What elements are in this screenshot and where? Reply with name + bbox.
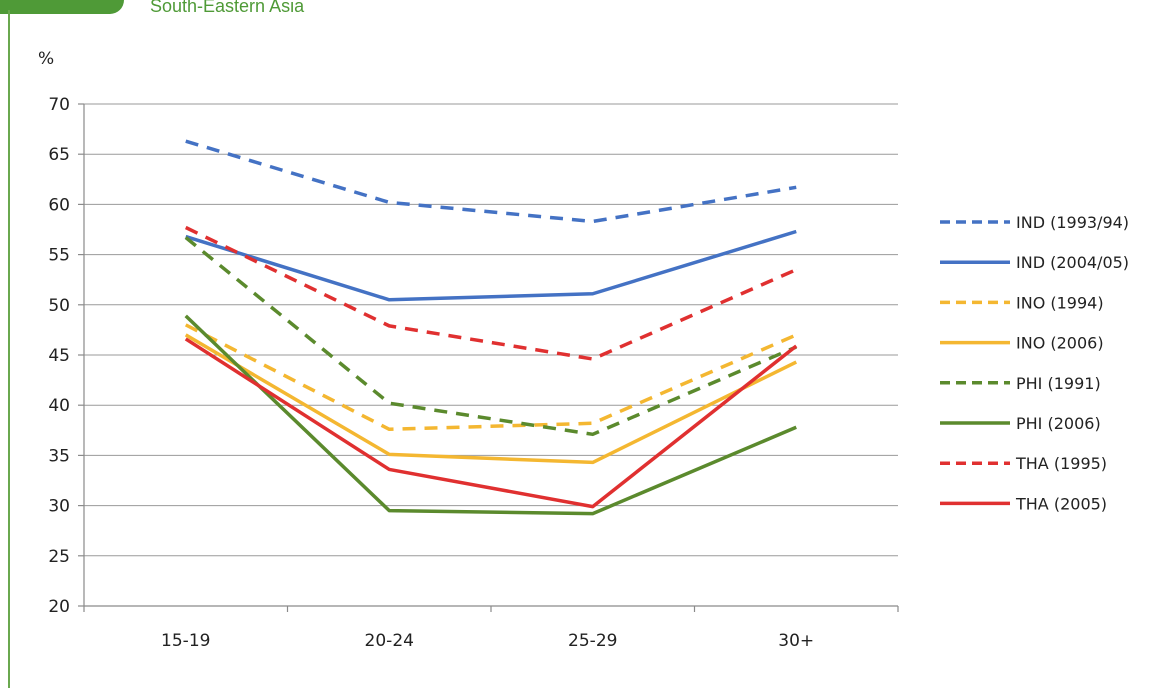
series-lines <box>184 139 798 516</box>
gridlines <box>84 103 898 557</box>
legend-label: THA (2005) <box>1015 494 1107 513</box>
y-tick-label: 40 <box>48 396 70 416</box>
series-line-4 <box>184 236 797 437</box>
series-line-7 <box>184 337 798 509</box>
legend: IND (1993/94) IND (2004/05) INO (1994) INO … <box>940 213 1129 513</box>
region-title: South-Eastern Asia <box>150 0 305 16</box>
y-tick-label: 45 <box>48 346 70 366</box>
y-tick-labels: 20 25 30 35 40 45 50 55 60 65 70 <box>48 95 70 617</box>
legend-label: IND (2004/05) <box>1016 253 1129 272</box>
y-tick-label: 50 <box>48 296 70 316</box>
x-tick-label: 25-29 <box>568 631 617 651</box>
series-line-2 <box>184 323 797 432</box>
frame-border <box>8 10 10 688</box>
y-tick-label: 65 <box>48 145 70 165</box>
y-tick-label: 55 <box>48 246 70 266</box>
series-line-5 <box>184 314 797 516</box>
frame-tab <box>0 0 124 14</box>
y-tick-label: 60 <box>48 195 70 215</box>
y-tick-label: 20 <box>48 597 70 617</box>
legend-label: IND (1993/94) <box>1016 213 1129 232</box>
series-line-3 <box>184 333 798 465</box>
y-tick-label: 35 <box>48 446 70 466</box>
legend-label: INO (2006) <box>1016 334 1104 353</box>
series-line-0 <box>185 139 797 224</box>
axes <box>78 103 899 612</box>
series-line-6 <box>184 225 797 361</box>
x-tick-label: 15-19 <box>161 631 210 651</box>
x-tick-labels: 15-19 20-24 25-29 30+ <box>161 631 814 651</box>
legend-label: THA (1995) <box>1015 454 1107 473</box>
x-tick-label: 30+ <box>778 631 814 651</box>
y-tick-label: 30 <box>48 497 70 517</box>
x-tick-label: 20-24 <box>365 631 414 651</box>
legend-label: PHI (1991) <box>1016 374 1101 393</box>
legend-label: PHI (2006) <box>1016 414 1101 433</box>
series-line-1 <box>185 229 797 302</box>
legend-label: INO (1994) <box>1016 293 1104 312</box>
y-tick-label: 70 <box>48 95 70 115</box>
y-axis-unit: % <box>38 49 54 69</box>
y-tick-label: 25 <box>48 547 70 567</box>
